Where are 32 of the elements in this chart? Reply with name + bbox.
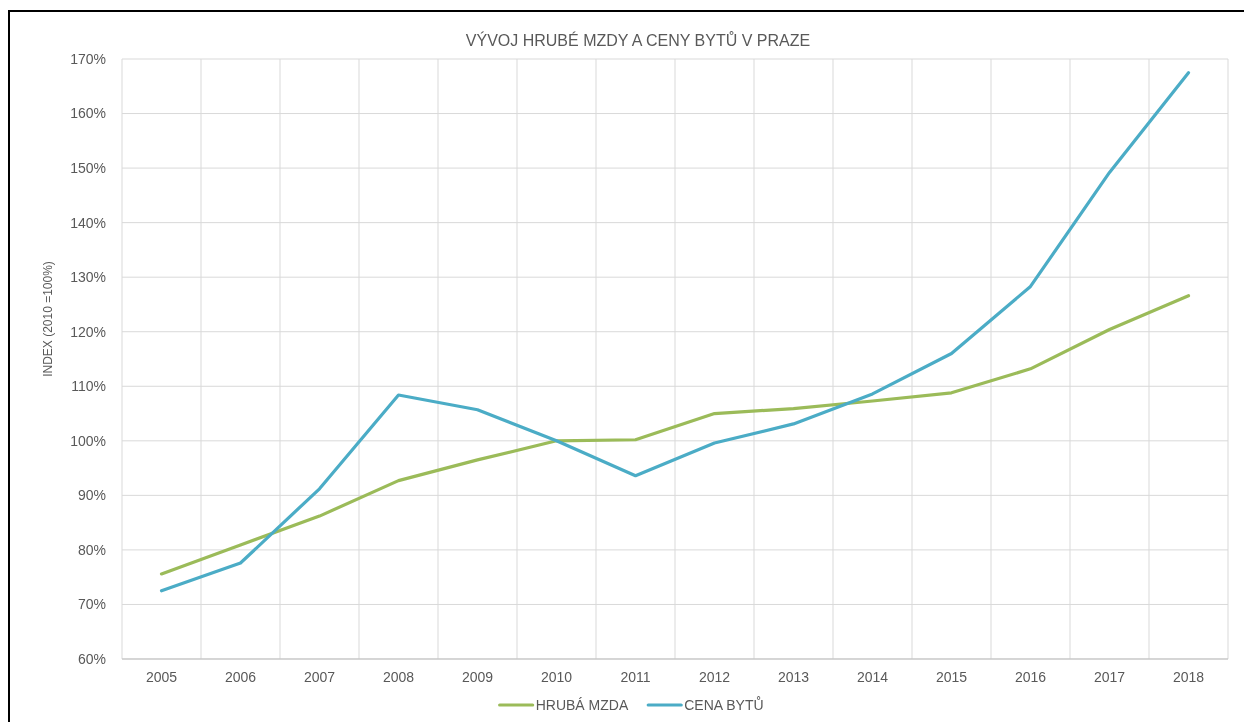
x-tick-label: 2008 [382,669,415,685]
y-tick-label: 120% [70,323,106,340]
x-tick-label: 2012 [698,669,731,685]
y-tick-label: 70% [77,596,106,613]
legend-label: CENA BYTŮ [684,695,764,713]
line-series [159,71,1191,593]
y-tick-label: 100% [70,432,106,449]
x-tick-label: 2018 [1172,669,1205,685]
y-tick-label: 60% [77,650,106,667]
y-tick-label: 170% [70,50,106,67]
legend-label: HRUBÁ MZDA [535,696,629,713]
y-axis-title: INDEX (2010 =100%) [41,261,55,377]
line-series [159,294,1191,576]
y-tick-label: 80% [77,541,106,558]
y-tick-label: 160% [70,105,106,122]
x-tick-label: 2007 [303,669,336,685]
x-tick-label: 2010 [540,669,573,685]
x-tick-label: 2005 [145,669,178,685]
x-tick-label: 2017 [1093,669,1126,685]
y-tick-label: 130% [70,269,106,286]
x-tick-label: 2014 [856,669,889,685]
chart-title: VÝVOJ HRUBÉ MZDY A CENY BYTŮ V PRAZE [465,31,811,49]
y-tick-label: 90% [77,487,106,504]
y-tick-label: 110% [71,378,106,395]
y-tick-label: 140% [70,214,106,231]
x-tick-label: 2011 [620,669,651,685]
y-tick-label: 150% [70,159,106,176]
x-tick-label: 2016 [1014,669,1047,685]
x-tick-label: 2009 [461,669,494,685]
x-tick-label: 2006 [224,669,257,685]
x-tick-label: 2013 [777,669,810,685]
x-tick-label: 2015 [935,669,968,685]
